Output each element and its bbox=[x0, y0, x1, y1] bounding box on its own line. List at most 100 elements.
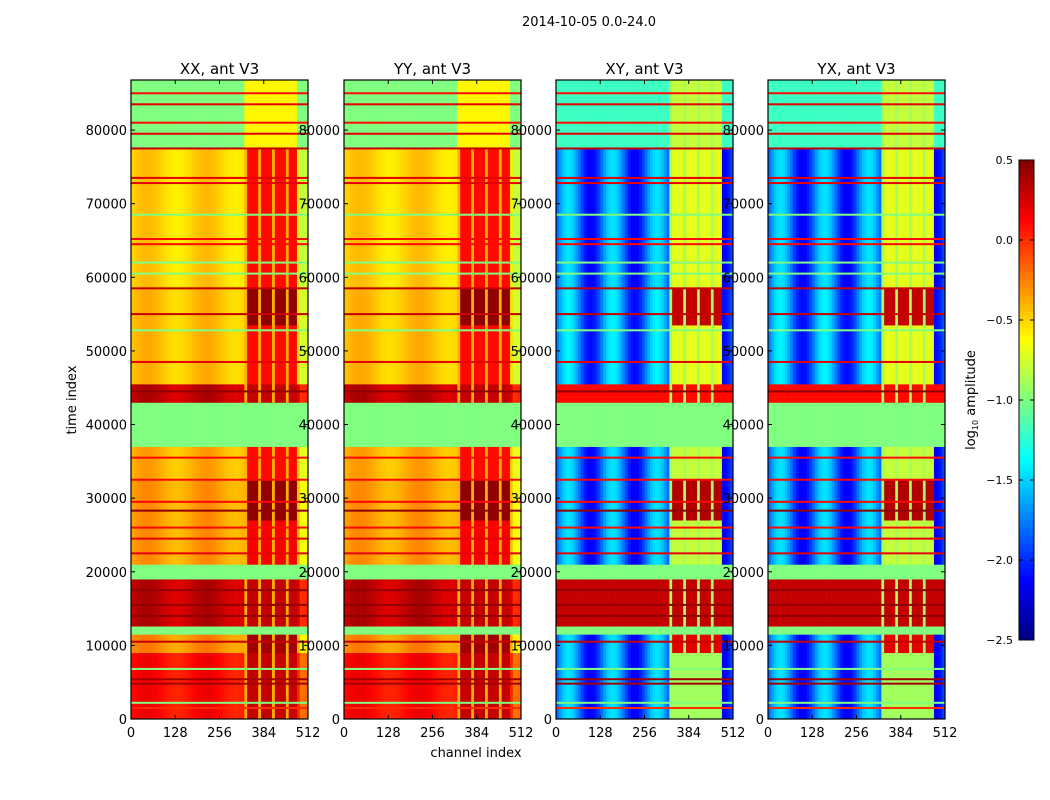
heatmap-cell bbox=[344, 479, 348, 521]
heatmap-cell bbox=[556, 80, 560, 149]
heatmap-line bbox=[344, 182, 521, 185]
heatmap-cell bbox=[933, 384, 938, 403]
heatmap-cell bbox=[569, 402, 573, 447]
heatmap-cell bbox=[784, 148, 788, 289]
heatmap-cell bbox=[244, 579, 248, 627]
heatmap-cell bbox=[572, 520, 576, 565]
heatmap-cell bbox=[426, 80, 431, 149]
heatmap-cell bbox=[917, 626, 921, 635]
heatmap-cell bbox=[396, 325, 400, 385]
heatmap-cell bbox=[131, 384, 135, 403]
heatmap-cell bbox=[155, 479, 159, 521]
heatmap-cell bbox=[233, 446, 237, 481]
heatmap-cell bbox=[402, 564, 406, 580]
heatmap-cell bbox=[768, 520, 772, 565]
heatmap-cell bbox=[454, 479, 458, 521]
heatmap-cell bbox=[801, 652, 805, 720]
heatmap-cell bbox=[672, 579, 676, 627]
heatmap-cell bbox=[878, 579, 882, 627]
heatmap-cell bbox=[564, 288, 568, 326]
heatmap-cell bbox=[803, 384, 808, 403]
heatmap-cell bbox=[473, 325, 478, 385]
heatmap-cell bbox=[839, 402, 843, 447]
heatmap-cell bbox=[285, 579, 289, 627]
heatmap-cell bbox=[471, 148, 475, 289]
heatmap-cell bbox=[144, 564, 148, 580]
heatmap-cell bbox=[186, 288, 190, 326]
heatmap-cell bbox=[440, 520, 444, 565]
heatmap-cell bbox=[385, 579, 389, 627]
heatmap-cell bbox=[379, 80, 384, 149]
heatmap-line bbox=[768, 667, 945, 670]
heatmap-cell bbox=[272, 80, 276, 149]
heatmap-cell bbox=[906, 148, 910, 289]
heatmap-cell bbox=[674, 80, 678, 149]
heatmap-cell bbox=[272, 384, 276, 403]
heatmap-cell bbox=[493, 626, 497, 635]
heatmap-cell bbox=[881, 446, 885, 481]
heatmap-cell bbox=[363, 520, 367, 565]
heatmap-cell bbox=[688, 325, 692, 385]
heatmap-cell bbox=[200, 402, 204, 447]
heatmap-cell bbox=[208, 479, 212, 521]
heatmap-cell bbox=[388, 80, 392, 149]
heatmap-cell bbox=[779, 626, 783, 635]
heatmap-cell bbox=[614, 288, 618, 326]
heatmap-cell bbox=[600, 479, 604, 521]
heatmap-cell bbox=[189, 479, 193, 521]
colorbar-tick-label: −0.5 bbox=[986, 314, 1013, 327]
heatmap-cell bbox=[219, 652, 223, 720]
heatmap-cell bbox=[236, 564, 240, 580]
heatmap-cell bbox=[507, 479, 511, 521]
heatmap-cell bbox=[680, 652, 684, 720]
heatmap-cell bbox=[680, 384, 684, 403]
heatmap-cell bbox=[920, 446, 924, 481]
heatmap-cell bbox=[795, 384, 799, 403]
heatmap-cell bbox=[864, 652, 868, 720]
heatmap-cell bbox=[451, 402, 455, 447]
heatmap-cell bbox=[889, 325, 893, 385]
heatmap-cell bbox=[191, 626, 195, 635]
heatmap-cell bbox=[166, 446, 171, 481]
heatmap-cell bbox=[784, 626, 788, 635]
heatmap-cell bbox=[471, 652, 475, 720]
heatmap-line bbox=[768, 238, 945, 241]
heatmap-cell bbox=[586, 626, 590, 635]
heatmap-cell bbox=[770, 579, 774, 627]
heatmap-cell bbox=[862, 148, 866, 289]
heatmap-cell bbox=[911, 148, 915, 289]
heatmap-cell bbox=[402, 384, 406, 403]
heatmap-cell bbox=[694, 384, 698, 403]
heatmap-cell bbox=[211, 325, 215, 385]
heatmap-cell bbox=[460, 579, 464, 627]
heatmap-cell bbox=[661, 634, 665, 654]
heatmap-cell bbox=[225, 446, 229, 481]
heatmap-cell bbox=[509, 402, 514, 447]
heatmap-cell bbox=[410, 579, 414, 627]
heatmap-cell bbox=[496, 325, 500, 385]
heatmap-cell bbox=[875, 626, 879, 635]
heatmap-cell bbox=[202, 652, 206, 720]
heatmap-cell bbox=[878, 446, 882, 481]
heatmap-cell bbox=[186, 652, 190, 720]
heatmap-cell bbox=[856, 652, 860, 720]
heatmap-cell bbox=[244, 626, 248, 635]
colorbar-swatch bbox=[1019, 480, 1034, 485]
heatmap-cell bbox=[873, 148, 877, 289]
heatmap-cell bbox=[850, 564, 855, 580]
heatmap-cell bbox=[377, 446, 381, 481]
heatmap-cell bbox=[266, 148, 270, 289]
heatmap-cell bbox=[285, 384, 289, 403]
heatmap-cell bbox=[591, 402, 596, 447]
heatmap-cell bbox=[399, 80, 403, 149]
heatmap-cell bbox=[407, 634, 411, 654]
colorbar-swatch bbox=[1019, 364, 1034, 369]
heatmap-cell bbox=[870, 446, 874, 481]
heatmap-cell bbox=[172, 479, 176, 521]
heatmap-cell bbox=[360, 384, 364, 403]
heatmap-cell bbox=[283, 402, 287, 447]
colorbar-swatch bbox=[1019, 232, 1034, 237]
heatmap-cell bbox=[202, 80, 206, 149]
heatmap-cell bbox=[781, 325, 785, 385]
heatmap-cell bbox=[721, 446, 726, 481]
